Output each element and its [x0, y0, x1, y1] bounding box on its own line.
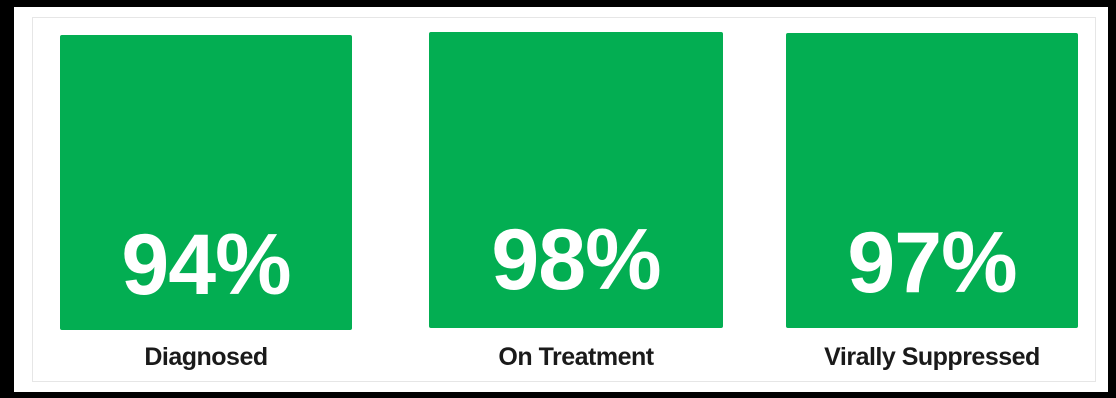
metric-value-virally-suppressed: 97%	[847, 215, 1017, 311]
metric-value-diagnosed: 94%	[121, 217, 291, 313]
metric-label-on-treatment: On Treatment	[498, 343, 654, 371]
metric-label-virally-suppressed: Virally Suppressed	[824, 343, 1040, 371]
metric-value-on-treatment: 98%	[491, 212, 661, 308]
metric-box-virally-suppressed: 97%	[786, 33, 1078, 328]
metric-box-on-treatment: 98%	[429, 32, 723, 328]
metric-box-diagnosed: 94%	[60, 35, 352, 330]
metric-label-diagnosed: Diagnosed	[144, 343, 268, 371]
inner-border	[32, 17, 1096, 382]
